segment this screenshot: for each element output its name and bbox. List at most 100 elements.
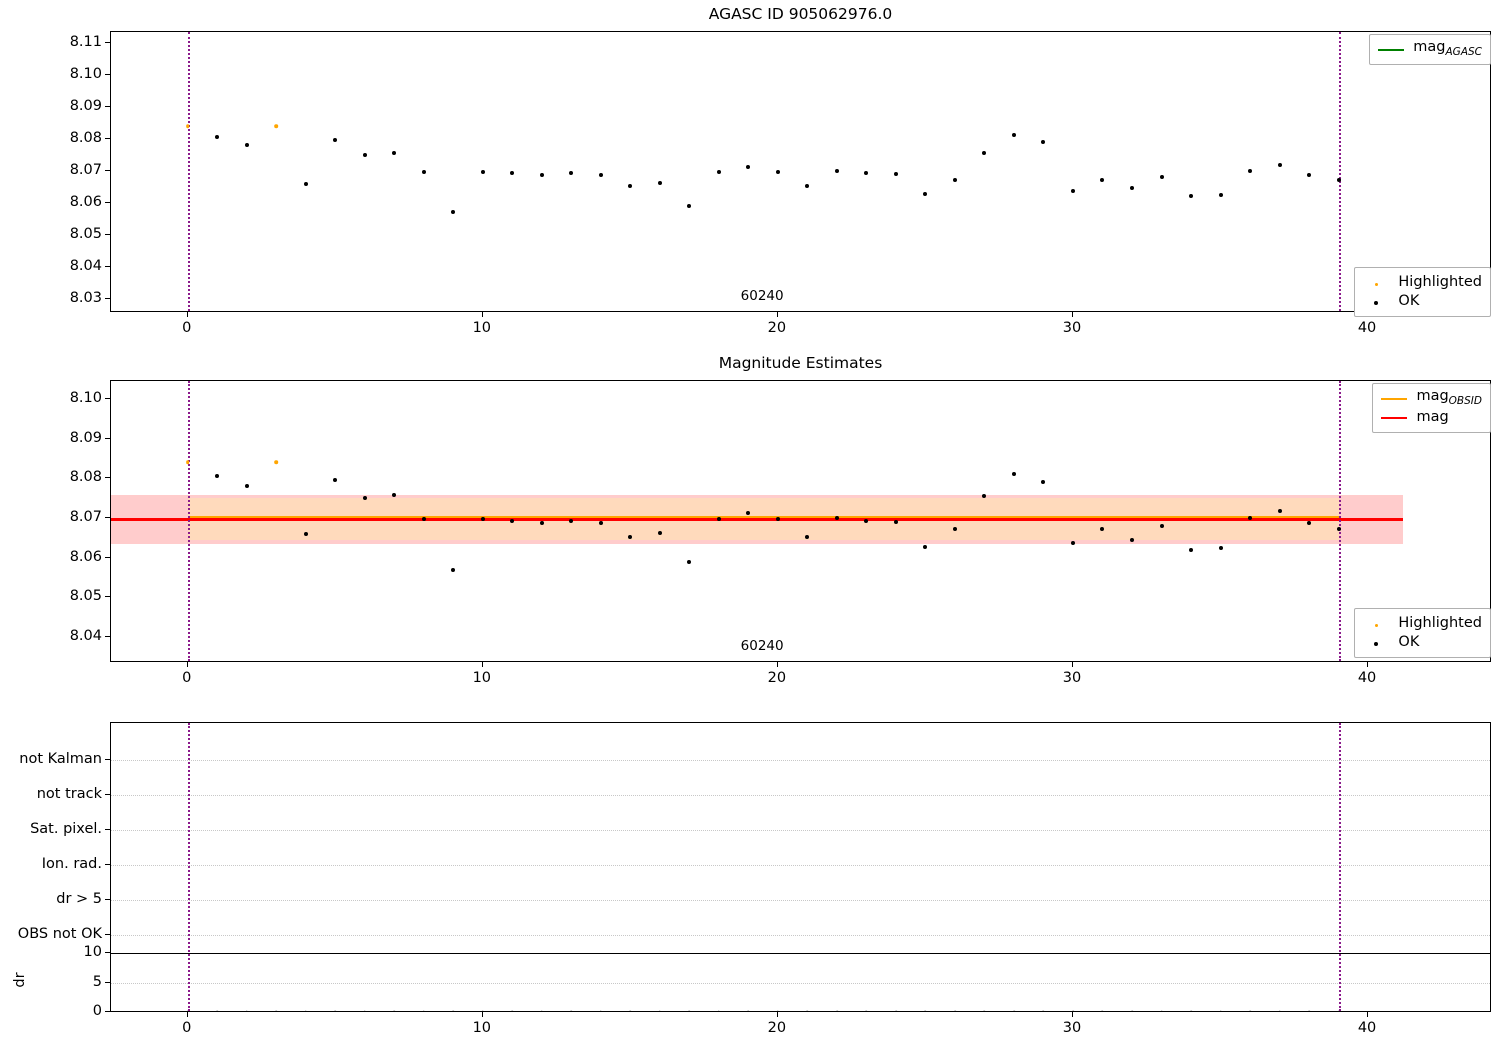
y-axis-tick-label: 8.05: [69, 588, 102, 605]
flag-label-dr-5: dr > 5: [56, 891, 102, 908]
dr-data-point: [215, 1010, 219, 1011]
dr-tick-label: 10: [83, 944, 102, 960]
x-axis-tick-mark: [776, 312, 778, 317]
data-point-ok: [687, 204, 692, 209]
y-axis-tick-mark: [105, 42, 110, 44]
data-point-ok: [687, 559, 692, 564]
data-point-ok: [716, 517, 721, 522]
data-point-highlighted: [185, 124, 190, 128]
flag-tick-mark: [105, 934, 110, 936]
flag-tick-mark: [105, 759, 110, 760]
legend-dot-swatch: [1363, 633, 1389, 652]
dr-data-point: [894, 1010, 898, 1011]
y-axis-tick-label: 8.04: [69, 257, 102, 274]
dr-data-point: [658, 1010, 662, 1011]
x-axis-tick-label: 20: [767, 320, 787, 336]
dr-data-point: [806, 1010, 809, 1011]
flag-label-not-kalman: not Kalman: [19, 751, 102, 767]
data-point-ok: [893, 172, 898, 177]
y-axis-tick-mark: [105, 477, 110, 479]
x-axis-tick-mark: [1367, 662, 1369, 667]
data-point-ok: [982, 494, 987, 499]
legend-line-swatch: [1381, 416, 1408, 419]
dr-tick-label: 5: [92, 973, 102, 990]
legend-point-status: Highlighted OK: [1354, 267, 1491, 317]
y-axis-tick-mark: [105, 297, 110, 299]
flag-gridline: [111, 865, 1490, 867]
legend-dot-swatch: [1363, 273, 1389, 292]
x-axis-tick-label: 40: [1357, 670, 1377, 686]
flag-label-sat-pixel: Sat. pixel.: [30, 821, 102, 838]
dr-data-point: [363, 1010, 367, 1011]
x-axis-tick-mark: [481, 662, 483, 667]
legend-row: Highlighted: [1363, 273, 1482, 292]
y-axis-tick-mark: [105, 74, 110, 76]
flag-gridline: [111, 935, 1490, 937]
dr-data-point: [747, 1010, 750, 1011]
x-axis-tick-mark: [481, 1012, 483, 1017]
dr-data-point: [1278, 1010, 1281, 1011]
dr-data-point: [1071, 1010, 1075, 1011]
x-axis-tick-mark: [1071, 1012, 1073, 1017]
data-point-ok: [1248, 516, 1253, 521]
data-point-ok: [480, 517, 485, 522]
legend-mag-fits: magOBSID mag: [1372, 383, 1491, 433]
data-point-ok: [1336, 177, 1341, 182]
data-point-ok: [1159, 175, 1164, 180]
data-point-ok: [421, 517, 426, 522]
x-axis-tick-label: 0: [182, 320, 192, 336]
dr-gridline: [111, 982, 1490, 984]
data-point-ok: [244, 484, 249, 489]
data-point-ok: [716, 169, 721, 174]
flag-tick-mark: [105, 864, 110, 866]
data-point-ok: [215, 473, 220, 478]
y-axis-tick-label: 8.08: [69, 469, 102, 486]
data-point-ok: [451, 210, 456, 215]
data-point-ok: [1189, 194, 1193, 199]
y-axis-tick-label: 8.08: [69, 129, 102, 146]
dr-data-point: [1012, 1010, 1016, 1011]
legend-line-swatch: [1381, 397, 1408, 400]
dr-data-point: [924, 1010, 927, 1011]
dr-data-point: [835, 1010, 839, 1011]
data-point-ok: [805, 183, 810, 188]
data-point-ok: [775, 517, 780, 522]
data-point-ok: [628, 534, 633, 539]
dr-data-point: [422, 1010, 426, 1011]
data-point-ok: [982, 151, 987, 156]
dr-data-point: [274, 1010, 278, 1011]
data-point-ok: [657, 530, 662, 535]
data-point-ok: [1218, 545, 1223, 550]
flag-tick-mark: [105, 899, 110, 901]
x-axis-tick-mark: [186, 312, 188, 317]
y-axis-tick-label: 8.11: [69, 34, 102, 51]
y-axis-tick-label: 8.04: [69, 628, 102, 645]
dr-axis-top-line: [111, 953, 1490, 954]
dr-data-point: [1189, 1010, 1193, 1011]
legend-row: mag: [1381, 408, 1482, 427]
data-point-ok: [1041, 140, 1046, 145]
obsid-divider-line: [1338, 723, 1341, 1011]
x-axis-tick-label: 20: [767, 1020, 787, 1036]
dr-axis-label: dr: [12, 971, 28, 988]
y-axis-tick-mark: [105, 265, 110, 267]
flag-gridline: [111, 830, 1490, 832]
data-point-ok: [539, 520, 544, 525]
dr-tick-label: 0: [92, 1003, 102, 1019]
legend-label: magAGASC: [1413, 38, 1482, 58]
x-axis-tick-label: 20: [767, 670, 787, 686]
legend-dot-swatch: [1363, 292, 1389, 311]
data-point-ok: [864, 518, 869, 523]
data-point-highlighted: [185, 460, 190, 465]
legend-label: OK: [1398, 634, 1420, 650]
obsid-divider-line: [1338, 32, 1341, 311]
data-point-ok: [628, 183, 633, 188]
dr-data-point: [511, 1010, 514, 1011]
legend-label: Highlighted: [1398, 274, 1482, 290]
flag-tick-mark: [105, 829, 110, 831]
data-point-ok: [1011, 471, 1016, 476]
data-point-ok: [539, 172, 544, 177]
